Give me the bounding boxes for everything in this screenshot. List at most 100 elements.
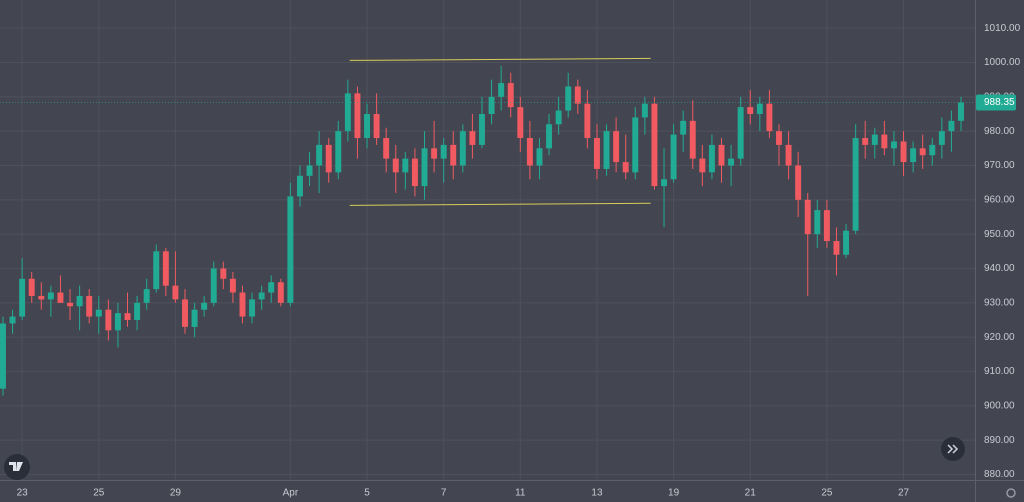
y-tick-label: 930.00	[984, 297, 1015, 308]
y-tick-label: 890.00	[984, 435, 1015, 446]
candle-body	[517, 107, 524, 139]
candle-body	[287, 196, 294, 303]
candle-body	[584, 103, 591, 139]
candle-body	[325, 144, 332, 173]
candle-body	[229, 278, 236, 293]
candle-body	[852, 138, 859, 231]
logo[interactable]	[4, 454, 30, 480]
candle-body	[469, 131, 476, 145]
candle-body	[268, 282, 275, 293]
candle-body	[526, 138, 533, 166]
x-tick-label: Apr	[283, 488, 299, 499]
candle-body	[134, 302, 141, 320]
candle-body	[919, 148, 926, 156]
scroll-to-realtime-button[interactable]	[941, 437, 965, 461]
candle-body	[172, 285, 179, 300]
candle-body	[383, 138, 390, 159]
y-tick-label: 920.00	[984, 332, 1015, 343]
candle-body	[9, 316, 16, 324]
candle-body	[440, 144, 447, 159]
candle-body	[277, 282, 284, 303]
candle-body	[431, 148, 438, 159]
candle-body	[622, 162, 629, 173]
candle-body	[708, 144, 715, 173]
candle-body	[546, 124, 553, 149]
candle-body	[833, 241, 840, 255]
candle-body	[737, 107, 744, 159]
y-tick-label: 980.00	[984, 126, 1015, 137]
trendline	[349, 57, 651, 61]
candle-body	[795, 165, 802, 200]
candle-body	[373, 113, 380, 139]
candle-body	[862, 138, 869, 145]
candle-body	[459, 131, 466, 166]
candle-body	[47, 292, 54, 300]
candle-body	[38, 295, 45, 300]
candle-body	[776, 131, 782, 145]
last-price-label: 988.35	[984, 97, 1015, 108]
x-tick-label: 13	[591, 488, 603, 499]
candle-body	[392, 158, 399, 173]
x-tick-label: 25	[821, 488, 833, 499]
candle-body	[182, 299, 188, 327]
x-tick-label: 11	[515, 488, 526, 499]
candle-body	[929, 144, 936, 156]
candle-body	[910, 148, 917, 163]
y-tick-label: 960.00	[984, 194, 1015, 205]
candle-body	[699, 158, 706, 173]
candle-body	[661, 179, 667, 187]
candle-body	[747, 107, 754, 114]
candles	[0, 57, 975, 396]
candle-body	[421, 148, 428, 187]
x-tick-label: 5	[364, 488, 370, 499]
candle-body	[105, 309, 112, 331]
x-tick-label: 21	[745, 488, 757, 499]
candle-body	[153, 251, 160, 290]
candle-body	[900, 141, 907, 163]
candle-body	[411, 158, 418, 187]
candle-body	[76, 295, 83, 307]
candle-body	[555, 110, 562, 125]
candle-body	[210, 268, 217, 303]
candle-body	[306, 165, 313, 176]
x-tick-label: 23	[17, 488, 29, 499]
candle-body	[881, 134, 888, 149]
candle-body	[479, 113, 485, 145]
candle-body	[814, 210, 821, 235]
y-tick-label: 1010.00	[984, 23, 1021, 34]
candle-body	[766, 103, 773, 132]
x-tick-label: 19	[668, 488, 680, 499]
candle-body	[593, 138, 600, 169]
candle-body	[565, 86, 572, 111]
candle-body	[843, 230, 850, 255]
candle-body	[124, 313, 131, 320]
candle-body	[19, 278, 26, 317]
candle-body	[507, 83, 514, 108]
candle-body	[86, 295, 93, 317]
candle-body	[890, 141, 897, 149]
candle-body	[498, 83, 505, 97]
candle-body	[354, 93, 361, 139]
candle-body	[364, 113, 370, 139]
candle-body	[948, 120, 955, 132]
candle-body	[344, 93, 351, 132]
candle-body	[249, 299, 256, 317]
candle-body	[536, 148, 543, 166]
candle-body	[335, 131, 342, 173]
settings-icon[interactable]	[1006, 488, 1016, 498]
candle-body	[718, 144, 725, 166]
y-tick-label: 910.00	[984, 366, 1015, 377]
candle-body	[632, 117, 639, 173]
y-tick-label: 880.00	[984, 469, 1015, 480]
candle-body	[258, 292, 265, 300]
candle-body	[756, 103, 763, 114]
candle-body	[871, 134, 878, 145]
candle-body	[57, 292, 64, 303]
y-tick-label: 900.00	[984, 400, 1015, 411]
candle-body	[804, 199, 811, 235]
x-tick-label: 25	[93, 488, 105, 499]
candle-body	[316, 144, 323, 166]
y-tick-label: 1000.00	[984, 57, 1021, 68]
candle-body	[191, 309, 198, 327]
